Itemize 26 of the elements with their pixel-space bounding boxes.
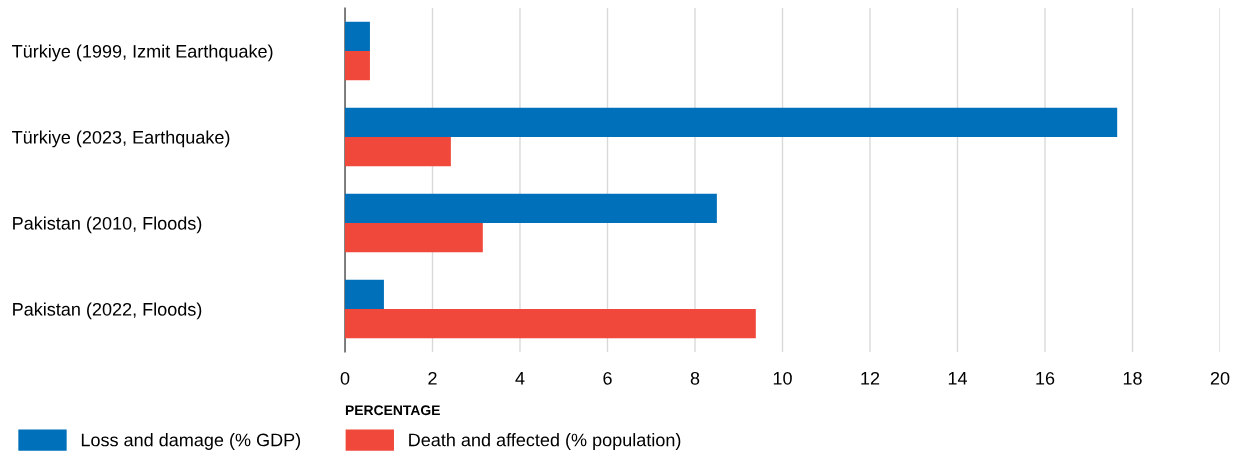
bar [345, 193, 717, 223]
bar [345, 137, 451, 167]
x-tick-label: 4 [515, 372, 525, 385]
x-tick-label: 8 [690, 371, 700, 385]
x-tick-label: 12 [861, 371, 880, 385]
x-tick-label: 2 [428, 371, 437, 385]
x-axis-title: PERCENTAGE [345, 405, 440, 416]
bar [345, 309, 756, 339]
legend-label: Loss and damage (% GDP) [81, 433, 301, 450]
y-tick-label: Türkiye (2023, Earthquake) [12, 130, 230, 148]
bar [345, 21, 370, 51]
bar [345, 223, 483, 253]
x-tick-label: 14 [948, 372, 968, 385]
bar [345, 279, 384, 309]
y-tick-label: Türkiye (1999, Izmit Earthquake) [12, 44, 273, 62]
x-tick-label: 6 [603, 371, 612, 385]
bar [345, 107, 1118, 137]
x-tick-label: 10 [773, 371, 792, 385]
legend-label: Death and affected (% population) [409, 433, 681, 450]
x-tick-label: 0 [340, 371, 350, 385]
y-tick-label: Pakistan (2010, Floods) [13, 216, 202, 234]
y-tick-label: Pakistan (2022, Floods) [13, 302, 202, 320]
x-tick-label: 20 [1210, 371, 1230, 385]
bar [345, 51, 370, 81]
x-tick-label: 18 [1123, 371, 1142, 385]
x-tick-label: 16 [1036, 371, 1055, 385]
